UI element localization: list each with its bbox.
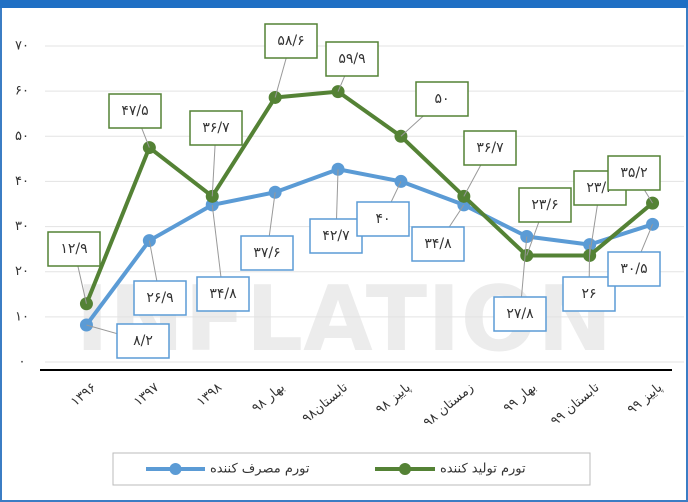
label-box [240, 235, 294, 271]
label-box [356, 201, 410, 237]
data-label: ۳۵/۲ [620, 165, 647, 181]
y-tick-label: ۰ [19, 355, 26, 370]
y-tick-label: ۱۰ [15, 309, 29, 324]
label-box [108, 93, 162, 129]
legend-swatch-dot [169, 463, 182, 475]
label-box [518, 187, 572, 223]
label-box [133, 280, 187, 316]
label-box [116, 323, 170, 359]
data-label: ۳۰/۵ [620, 261, 647, 277]
label-box [607, 251, 661, 287]
data-label: ۲۶/۹ [146, 290, 173, 306]
label-box [189, 110, 243, 146]
data-label: ۳۴/۸ [424, 236, 452, 252]
label-box [196, 276, 250, 312]
data-label: ۲۳/۶ [586, 180, 613, 196]
data-label: ۴۲/۷ [322, 228, 350, 244]
label-box [264, 23, 318, 59]
series-line [84, 167, 654, 327]
label-box [415, 81, 469, 117]
y-tick-label: ۶۰ [15, 84, 29, 99]
data-label: ۵۸/۶ [277, 33, 304, 49]
data-label: ۱۲/۹ [60, 241, 87, 257]
data-label: ۸/۲ [133, 333, 153, 349]
data-label: ۴۷/۵ [121, 103, 148, 119]
data-label: ۵۰ [434, 91, 449, 107]
label-box [325, 41, 379, 77]
data-label: ۳۷/۶ [253, 245, 280, 261]
label-box [493, 296, 547, 332]
top-bar [0, 0, 688, 8]
data-label: ۲۷/۸ [506, 306, 534, 322]
legend-swatch-dot [399, 463, 411, 475]
data-label: ۳۴/۸ [209, 286, 237, 302]
y-tick-label: ۲۰ [15, 264, 29, 279]
y-tick-label: ۴۰ [15, 174, 29, 189]
label-box [463, 130, 517, 166]
label-box [562, 276, 616, 312]
data-label: ۳۶/۷ [202, 120, 230, 136]
series-line [84, 89, 654, 305]
data-label: ۳۶/۷ [476, 140, 504, 156]
data-label: ۲۳/۶ [531, 197, 558, 213]
data-label: ۲۶ [581, 286, 596, 302]
y-tick-label: ۷۰ [15, 39, 29, 54]
label-box [607, 155, 661, 191]
data-label: ۴۰ [375, 211, 390, 227]
label-box [47, 231, 101, 267]
legend-label: تورم تولید کننده [440, 462, 526, 477]
y-tick-label: ۵۰ [15, 129, 29, 144]
data-label: ۵۹/۹ [338, 51, 365, 67]
y-tick-label: ۳۰ [15, 219, 29, 234]
label-box [411, 226, 465, 262]
legend-label: تورم مصرف کننده [210, 462, 310, 477]
